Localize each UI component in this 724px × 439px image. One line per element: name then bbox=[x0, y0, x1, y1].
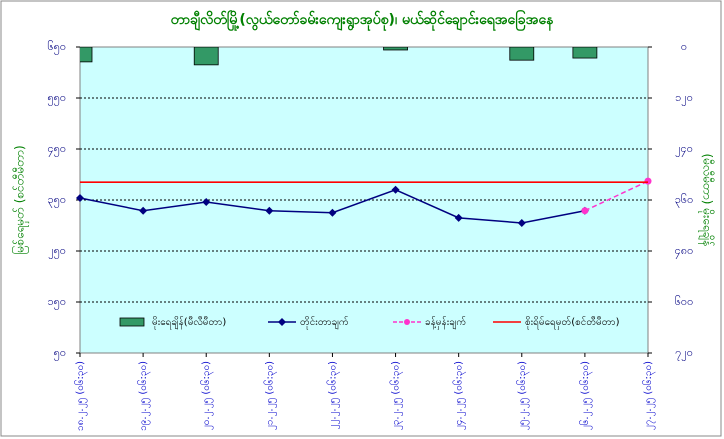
y-tick-label: ၅၅၀ bbox=[47, 91, 66, 106]
y-tick-label: ၁၅၀ bbox=[47, 295, 66, 310]
marker bbox=[454, 213, 463, 222]
x-tick-label: ၂၅.၂.၂၅ (၀၆:၃၀) bbox=[515, 361, 530, 430]
y2-tick-label: ၁၂၀ bbox=[675, 91, 693, 106]
plot-clip bbox=[80, 47, 598, 66]
x-tick-label: ၂၂.၂.၂၅ (၀၆:၃၀) bbox=[325, 361, 340, 430]
chart-title: တာချီလိတ်မြို့(လွယ်တော်ခမ်းကျေးရွာအုပ်စု… bbox=[171, 10, 554, 31]
y-tick-label: ၂၅၀ bbox=[48, 244, 66, 259]
x-tick-label: ၂၄.၂.၂၅ (၀၆:၃၀) bbox=[452, 361, 467, 430]
marker bbox=[581, 207, 589, 215]
x-tick-label: ၁၈.၂.၂၅ (၀၆:၃၀) bbox=[73, 361, 88, 431]
x-tick-label: ၁၉.၂.၂၅ (၀၆:၃၀) bbox=[136, 361, 151, 431]
legend-label: စိုးရိမ်ရေမှတ်(စင်တီမီတာ) bbox=[525, 315, 620, 330]
x-tick-label: ၂၁.၂.၂၅ (၀၆:၃၀) bbox=[262, 361, 277, 430]
marker bbox=[202, 198, 211, 207]
rain-bar bbox=[509, 47, 535, 61]
x-tick-label: ၂၇.၂.၂၅ (၀၆:၃၀) bbox=[641, 361, 656, 430]
marker bbox=[265, 206, 274, 215]
y2-axis-title: (မီလီမီတာ) မိုးရေချိန် bbox=[698, 154, 716, 247]
legend-label: တိုင်းတာချက် bbox=[300, 315, 349, 330]
y2-tick-label: ၂၄၀ bbox=[675, 142, 693, 157]
y2-tick-label: ၃၆၀ bbox=[675, 193, 694, 208]
x-tick-label: ၂၃.၂.၂၅ (၀၆:၃၀) bbox=[389, 361, 404, 430]
y2-tick-label: ၆၀၀ bbox=[675, 295, 694, 308]
legend-marker bbox=[278, 318, 286, 326]
y-tick-label: ၄၅၀ bbox=[47, 142, 66, 157]
marker bbox=[328, 208, 337, 217]
rain-bar bbox=[383, 47, 408, 51]
y-tick-label: ၃၅၀ bbox=[47, 193, 66, 208]
rain-bar bbox=[572, 47, 598, 59]
series-line bbox=[584, 180, 649, 212]
x-tick-label: ၂၀.၂.၂၅ (၀၆:၃၀) bbox=[199, 361, 214, 430]
x-tick-label: ၂၆.၂.၂၅ (၀၆:၃၀) bbox=[578, 361, 593, 430]
marker bbox=[391, 185, 400, 194]
y2-tick-label: ၀ bbox=[681, 40, 687, 53]
rain-bar bbox=[80, 47, 93, 63]
y-tick-label: ၆၅၀ bbox=[47, 40, 66, 55]
y-tick-label: ၅၀ bbox=[54, 346, 66, 361]
legend-marker bbox=[404, 319, 410, 325]
rain-bar bbox=[193, 47, 219, 66]
y2-tick-label: ၄၈၀ bbox=[675, 244, 694, 259]
marker bbox=[644, 177, 652, 185]
y2-tick-label: ၇၂၀ bbox=[675, 346, 693, 361]
marker bbox=[139, 206, 148, 215]
legend-label: မိုးရေချိန်(မီလီမီတာ) bbox=[152, 315, 226, 330]
legend-swatch bbox=[119, 317, 145, 327]
marker bbox=[76, 193, 84, 202]
marker bbox=[517, 218, 526, 227]
y-axis-title: မြစ်ရေမှတ် (စင်တီမီတာ) bbox=[11, 145, 30, 254]
legend-label: ခန့်မှန်းချက် bbox=[425, 315, 466, 330]
